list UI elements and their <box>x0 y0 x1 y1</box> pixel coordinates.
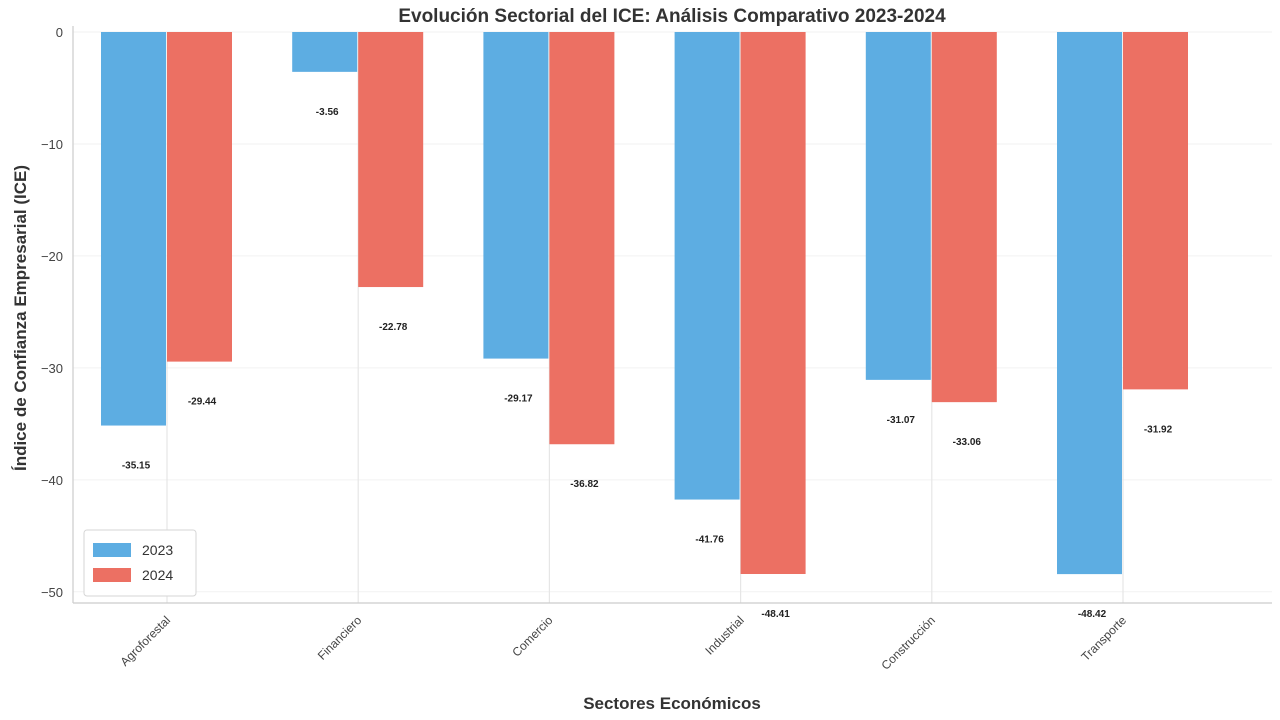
data-label: -3.56 <box>316 107 339 118</box>
bar-2024-transporte <box>1123 32 1188 390</box>
data-label: -35.15 <box>122 461 151 472</box>
data-label: -31.07 <box>887 415 916 426</box>
data-label: -48.41 <box>761 609 790 620</box>
x-tick-label: Financiero <box>315 613 365 663</box>
x-tick-label: Transporte <box>1078 613 1129 664</box>
data-label: -48.42 <box>1078 609 1107 620</box>
data-labels: -35.15 -3.56 -29.17 -41.76 -31.07 -48.42 -29.4… <box>122 107 1173 620</box>
bar-2024-financiero <box>358 32 424 288</box>
y-tick-label: −10 <box>41 137 63 152</box>
data-label: -29.17 <box>504 394 533 405</box>
legend-swatch-2023 <box>93 543 131 557</box>
bar-2023-construcción <box>865 32 931 380</box>
bar-2023-agroforestal <box>101 32 166 426</box>
bar-2024-construcción <box>931 32 997 403</box>
x-tick-labels: Agroforestal Financiero Comercio Industrial… <box>117 613 1129 673</box>
bar-2024-comercio <box>549 32 615 445</box>
y-tick-labels: 0 −10 −20 −30 −40 −50 <box>41 25 63 600</box>
x-tick-label: Construcción <box>879 613 938 672</box>
data-label: -36.82 <box>570 479 599 490</box>
data-label: -31.92 <box>1144 424 1173 435</box>
data-label: -33.06 <box>953 437 982 448</box>
y-axis-title: Índice de Confianza Empresarial (ICE) <box>11 165 30 471</box>
y-tick-label: 0 <box>56 25 63 40</box>
y-tick-label: −20 <box>41 249 63 264</box>
y-tick-label: −50 <box>41 585 63 600</box>
legend-box <box>83 529 197 597</box>
bar-2023-financiero <box>292 32 358 72</box>
bar-2023-comercio <box>483 32 549 359</box>
axes <box>72 26 1272 604</box>
bar-2023-industrial <box>674 32 740 500</box>
bar-2024-agroforestal <box>167 32 232 362</box>
data-label: -22.78 <box>379 322 408 333</box>
legend: 2023 2024 <box>83 529 197 597</box>
legend-swatch-2024 <box>93 568 131 582</box>
legend-label-2024: 2024 <box>142 567 173 583</box>
y-tick-label: −30 <box>41 361 63 376</box>
x-tick-label: Comercio <box>509 613 555 659</box>
x-axis-title: Sectores Económicos <box>583 694 761 713</box>
bar-2023-transporte <box>1057 32 1122 575</box>
bar-2024-industrial <box>740 32 806 575</box>
bars <box>101 32 1188 575</box>
x-tick-label: Agroforestal <box>117 613 173 669</box>
chart-title: Evolución Sectorial del ICE: Análisis Co… <box>398 6 946 27</box>
legend-label-2023: 2023 <box>142 542 173 558</box>
data-label: -41.76 <box>695 535 724 546</box>
x-tick-label: Industrial <box>702 613 746 657</box>
data-label: -29.44 <box>188 397 217 408</box>
y-tick-label: −40 <box>41 473 63 488</box>
